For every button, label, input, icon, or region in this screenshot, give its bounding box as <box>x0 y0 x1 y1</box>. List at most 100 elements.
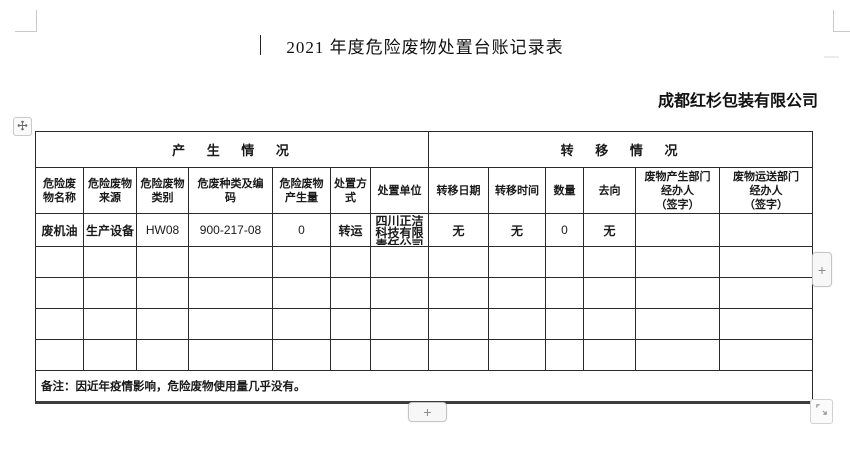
col-header-destination[interactable]: 去向 <box>583 167 637 214</box>
empty-cell[interactable] <box>272 246 331 278</box>
empty-cell[interactable] <box>583 308 637 340</box>
empty-cell[interactable] <box>369 246 430 278</box>
empty-cell[interactable] <box>428 246 490 278</box>
empty-cell[interactable] <box>635 246 721 278</box>
table-move-handle[interactable] <box>13 117 32 136</box>
empty-cell[interactable] <box>272 339 331 371</box>
empty-cell[interactable] <box>719 246 814 278</box>
empty-cell[interactable] <box>488 308 547 340</box>
empty-cell[interactable] <box>272 277 331 309</box>
col-header-transfer-date[interactable]: 转移日期 <box>428 167 490 214</box>
empty-cell[interactable] <box>35 277 84 309</box>
empty-cell[interactable] <box>330 308 371 340</box>
empty-cell[interactable] <box>635 308 721 340</box>
empty-cell[interactable] <box>136 339 189 371</box>
empty-cell[interactable] <box>272 308 331 340</box>
diagonal-resize-icon <box>815 403 828 421</box>
empty-cell[interactable] <box>188 277 273 309</box>
empty-cell[interactable] <box>83 246 137 278</box>
empty-cell[interactable] <box>83 277 137 309</box>
empty-cell[interactable] <box>583 277 637 309</box>
right-margin-mark <box>824 56 839 58</box>
table-row: 危险废 物名称 危险废物 来源 危险废物 类别 危废种类及编 码 危险废物 产生… <box>35 167 814 214</box>
col-header-waste-code[interactable]: 危废种类及编 码 <box>188 167 273 214</box>
empty-cell[interactable] <box>35 246 84 278</box>
empty-cell[interactable] <box>428 308 490 340</box>
empty-cell[interactable] <box>635 277 721 309</box>
table-row <box>35 246 814 278</box>
empty-cell[interactable] <box>369 277 430 309</box>
empty-cell[interactable] <box>136 308 189 340</box>
table-row: 备注：因近年疫情影响，危险废物使用量几乎没有。 <box>34 370 814 404</box>
cell-transporter-sign[interactable] <box>719 213 814 247</box>
empty-cell[interactable] <box>583 339 637 371</box>
empty-cell[interactable] <box>488 277 547 309</box>
empty-cell[interactable] <box>188 246 273 278</box>
col-header-waste-source[interactable]: 危险废物 来源 <box>83 167 137 214</box>
cell-waste-category[interactable]: HW08 <box>136 213 189 247</box>
text-cursor <box>260 35 261 55</box>
cell-waste-source[interactable]: 生产设备 <box>83 213 137 247</box>
cell-transfer-time[interactable]: 无 <box>488 213 547 247</box>
col-header-waste-name[interactable]: 危险废 物名称 <box>35 167 84 214</box>
add-row-button[interactable]: + <box>408 402 447 422</box>
empty-cell[interactable] <box>330 277 371 309</box>
empty-cell[interactable] <box>719 308 814 340</box>
cell-waste-code[interactable]: 900-217-08 <box>188 213 273 247</box>
col-header-disposal-unit[interactable]: 处置单位 <box>369 167 430 214</box>
empty-cell[interactable] <box>488 339 547 371</box>
col-header-producer-sign[interactable]: 废物产生部门 经办人 （签字） <box>635 167 721 214</box>
note-cell[interactable]: 备注：因近年疫情影响，危险废物使用量几乎没有。 <box>34 370 814 404</box>
table-row <box>35 339 814 371</box>
empty-cell[interactable] <box>369 339 430 371</box>
add-column-button[interactable]: + <box>812 252 832 287</box>
empty-cell[interactable] <box>83 339 137 371</box>
empty-cell[interactable] <box>330 246 371 278</box>
col-header-quantity[interactable]: 数量 <box>545 167 585 214</box>
page-title[interactable]: 2021 年度危险废物处置台账记录表 <box>286 38 564 57</box>
page-corner-mark-top-right <box>833 10 850 32</box>
empty-cell[interactable] <box>35 339 84 371</box>
cell-destination[interactable]: 无 <box>583 213 637 247</box>
empty-cell[interactable] <box>428 277 490 309</box>
empty-cell[interactable] <box>369 308 430 340</box>
empty-cell[interactable] <box>35 308 84 340</box>
col-header-amount[interactable]: 危险废物 产生量 <box>272 167 331 214</box>
cell-amount[interactable]: 0 <box>272 213 331 247</box>
table-row <box>35 308 814 340</box>
empty-cell[interactable] <box>136 246 189 278</box>
disposal-unit-text: 四川正洁科技有限责任公司 <box>375 215 424 245</box>
empty-cell[interactable] <box>545 277 585 309</box>
cell-disposal-method[interactable]: 转运 <box>330 213 371 247</box>
empty-cell[interactable] <box>719 339 814 371</box>
col-header-transporter-sign[interactable]: 废物运送部门 经办人 （签字） <box>719 167 814 214</box>
empty-cell[interactable] <box>488 246 547 278</box>
empty-cell[interactable] <box>428 339 490 371</box>
empty-cell[interactable] <box>188 308 273 340</box>
empty-cell[interactable] <box>545 339 585 371</box>
empty-cell[interactable] <box>635 339 721 371</box>
col-header-transfer-time[interactable]: 转移时间 <box>488 167 547 214</box>
cell-quantity[interactable]: 0 <box>545 213 585 247</box>
empty-cell[interactable] <box>83 308 137 340</box>
cell-waste-name[interactable]: 废机油 <box>35 213 84 247</box>
col-header-disposal-method[interactable]: 处置方 式 <box>330 167 371 214</box>
empty-cell[interactable] <box>545 246 585 278</box>
empty-cell[interactable] <box>545 308 585 340</box>
company-name[interactable]: 成都红杉包装有限公司 <box>657 93 818 110</box>
empty-cell[interactable] <box>136 277 189 309</box>
move-cross-icon <box>17 118 28 136</box>
cell-producer-sign[interactable] <box>635 213 721 247</box>
empty-cell[interactable] <box>583 246 637 278</box>
cell-transfer-date[interactable]: 无 <box>428 213 490 247</box>
section-header-transfer[interactable]: 转 移 情 况 <box>428 131 814 168</box>
section-header-produce[interactable]: 产 生 情 况 <box>34 131 430 168</box>
table-row: 废机油 生产设备 HW08 900-217-08 0 转运 四川正洁科技有限责任… <box>35 213 814 247</box>
cell-disposal-unit[interactable]: 四川正洁科技有限责任公司 <box>369 213 430 247</box>
empty-cell[interactable] <box>188 339 273 371</box>
empty-cell[interactable] <box>330 339 371 371</box>
col-header-waste-category[interactable]: 危险废物 类别 <box>136 167 189 214</box>
page-corner-mark-top-left <box>15 10 37 32</box>
table-resize-handle[interactable] <box>810 399 833 424</box>
empty-cell[interactable] <box>719 277 814 309</box>
